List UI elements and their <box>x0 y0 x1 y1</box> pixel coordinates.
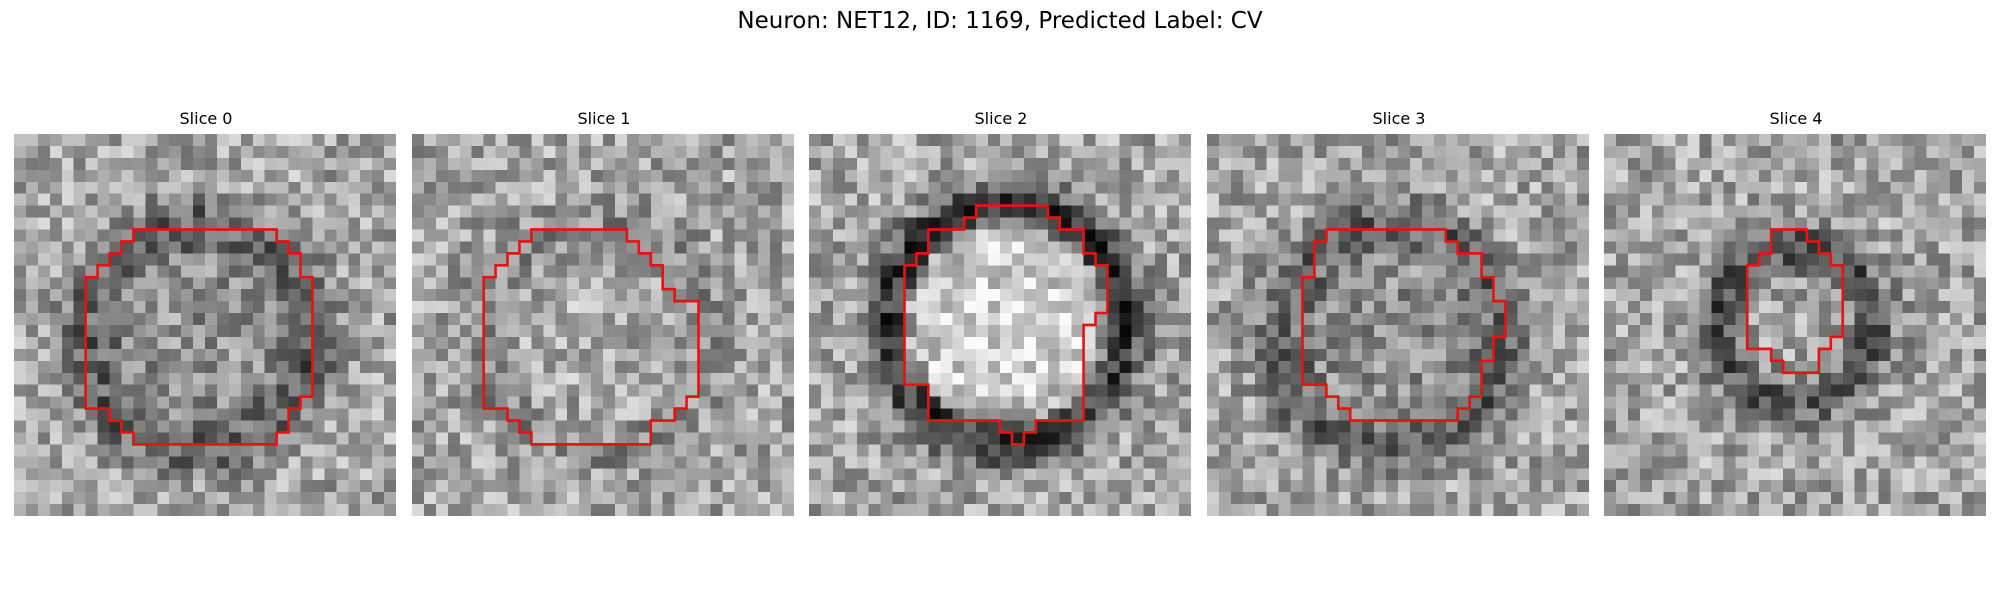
slice-title-2: Slice 2 <box>974 109 1028 128</box>
slice-image-1 <box>412 134 794 516</box>
slice-title-1: Slice 1 <box>577 109 631 128</box>
slice-panel-1: Slice 1 <box>412 108 796 516</box>
contour-outline-1 <box>482 228 700 446</box>
slice-panel-3: Slice 3 <box>1207 108 1591 516</box>
slice-panel-0: Slice 0 <box>14 108 398 516</box>
figure-title: Neuron: NET12, ID: 1169, Predicted Label… <box>737 8 1263 34</box>
slice-title-4: Slice 4 <box>1769 109 1823 128</box>
contour-outline-2 <box>903 204 1109 446</box>
slice-image-2 <box>809 134 1191 516</box>
slice-title-3: Slice 3 <box>1372 109 1426 128</box>
slice-title-0: Slice 0 <box>179 109 233 128</box>
contour-outline-0 <box>84 228 314 446</box>
slice-image-4 <box>1604 134 1986 516</box>
contour-outline-4 <box>1745 228 1845 375</box>
slice-image-0 <box>14 134 396 516</box>
contour-outline-3 <box>1301 228 1507 422</box>
slice-image-3 <box>1207 134 1589 516</box>
slice-panel-4: Slice 4 <box>1604 108 1988 516</box>
slice-panel-2: Slice 2 <box>809 108 1193 516</box>
